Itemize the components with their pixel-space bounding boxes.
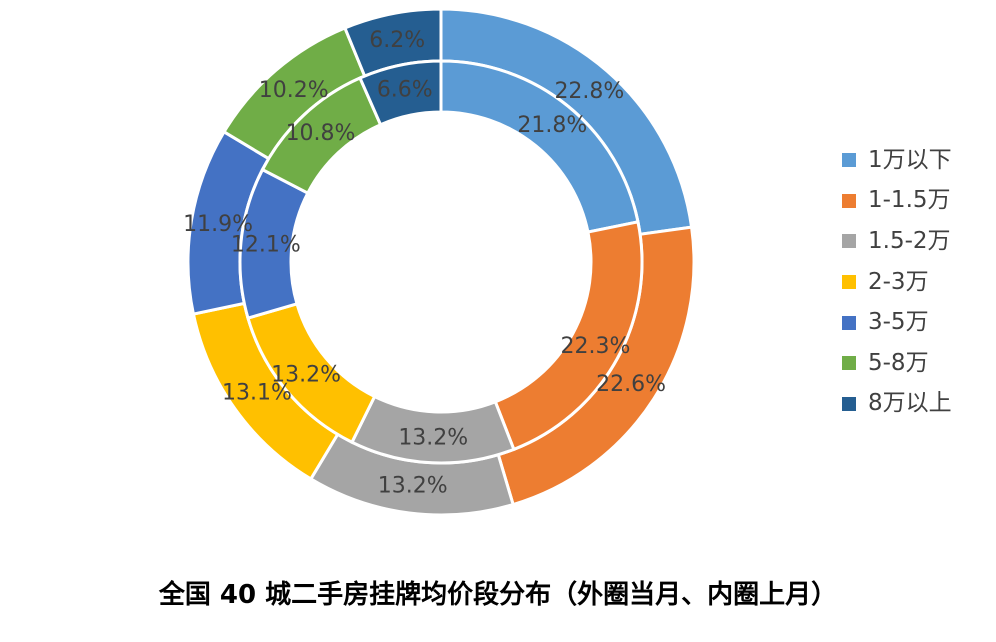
inner-label-4: 12.1% <box>231 232 301 257</box>
legend-item: 1.5-2万 <box>842 221 952 262</box>
chart-title: 全国 40 城二手房挂牌均价段分布（外圈当月、内圈上月） <box>158 580 838 610</box>
outer-label-5: 10.2% <box>259 78 329 103</box>
outer-label-6: 6.2% <box>369 28 425 53</box>
legend-item: 8万以上 <box>842 384 952 425</box>
inner-label-1: 22.3% <box>561 334 631 359</box>
inner-label-6: 6.6% <box>377 77 433 102</box>
legend-label: 8万以上 <box>868 390 952 417</box>
outer-label-3: 13.1% <box>222 381 292 406</box>
inner-label-2: 13.2% <box>398 425 468 450</box>
legend-swatch <box>842 396 856 411</box>
inner-label-0: 21.8% <box>517 113 587 138</box>
legend: 1万以下 1-1.5万 1.5-2万 2-3万 3-5万 5-8万 8万以上 <box>842 140 952 424</box>
legend-label: 1.5-2万 <box>868 227 951 254</box>
legend-label: 2-3万 <box>868 268 929 295</box>
legend-label: 3-5万 <box>868 309 929 336</box>
inner-label-3: 13.2% <box>271 363 341 388</box>
legend-item: 1-1.5万 <box>842 181 952 222</box>
legend-label: 1万以下 <box>868 146 952 173</box>
donut-chart: 22.8%22.6%13.2%13.1%11.9%10.2%6.2%21.8%2… <box>183 7 696 517</box>
legend-label: 1-1.5万 <box>868 187 951 214</box>
legend-swatch <box>842 234 856 249</box>
legend-item: 2-3万 <box>842 262 952 303</box>
legend-swatch <box>842 153 856 168</box>
outer-label-0: 22.8% <box>554 79 624 104</box>
inner-label-5: 10.8% <box>286 121 356 146</box>
legend-swatch <box>842 275 856 290</box>
legend-swatch <box>842 315 856 330</box>
legend-item: 3-5万 <box>842 302 952 343</box>
legend-label: 5-8万 <box>868 349 929 376</box>
outer-label-2: 13.2% <box>378 474 448 499</box>
inner-slice-6 <box>358 59 443 127</box>
legend-item: 1万以下 <box>842 140 952 181</box>
legend-item: 5-8万 <box>842 343 952 384</box>
outer-label-1: 22.6% <box>596 372 666 397</box>
outer-label-4: 11.9% <box>183 212 253 237</box>
legend-swatch <box>842 193 856 208</box>
legend-swatch <box>842 356 856 371</box>
